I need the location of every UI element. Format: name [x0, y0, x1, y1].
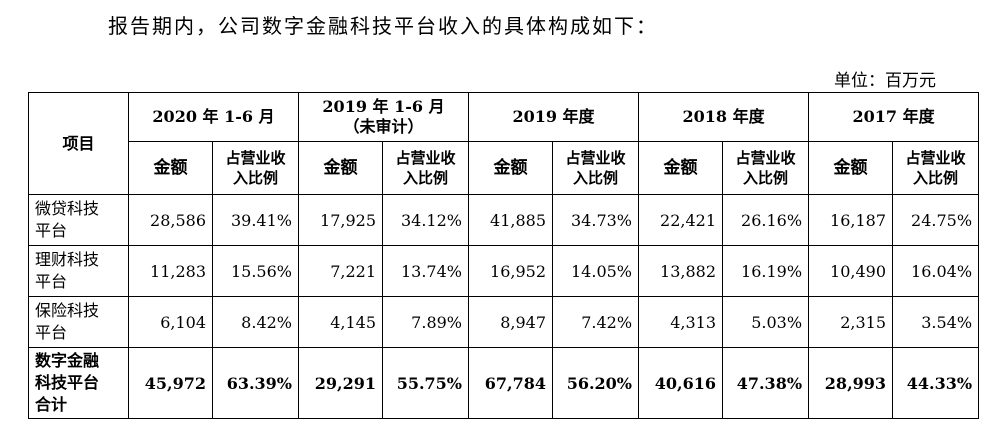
row-label: 数字金融科技平台合计 [28, 347, 129, 419]
ratio-cell: 3.54% [892, 296, 980, 348]
unit-label: 单位：百万元 [834, 71, 936, 91]
period-name: 2019 年 1-6 月 [322, 97, 445, 116]
period-name: 2020 年 1-6 月 [152, 107, 275, 126]
ratio-cell: 16.04% [892, 245, 980, 297]
revenue-table: 项目 2020 年 1-6 月 2019 年 1-6 月 （未审计） 2019 … [28, 92, 980, 419]
amount-cell: 45,972 [128, 347, 213, 419]
amount-header: 金额 [808, 141, 894, 195]
period-header: 2020 年 1-6 月 [128, 92, 299, 142]
ratio-cell: 55.75% [382, 347, 469, 419]
period-header: 2017 年度 [808, 92, 980, 142]
amount-cell: 40,616 [638, 347, 724, 419]
table-row: 理财科技 平台 11,283 15.56% 7,221 13.74% 16,952 14.05… [28, 245, 980, 297]
row-label-line: 保险科技 [35, 301, 100, 320]
ratio-cell: 7.42% [551, 296, 640, 348]
ratio-cell: 56.20% [551, 347, 640, 419]
amount-header: 金额 [298, 141, 383, 195]
ratio-cell: 8.42% [212, 296, 299, 348]
row-label-line: 微贷科技 [35, 199, 100, 218]
amount-cell: 41,885 [468, 194, 553, 246]
ratio-header-line: 入比例 [402, 169, 448, 187]
table-row: 微贷科技 平台 28,586 39.41% 17,925 34.12% 41,885 34.7… [28, 194, 980, 246]
row-label: 微贷科技 平台 [28, 194, 129, 246]
ratio-cell: 7.89% [382, 296, 469, 348]
amount-header: 金额 [468, 141, 553, 195]
item-header: 项目 [28, 92, 129, 195]
ratio-header-line: 入比例 [913, 169, 959, 187]
amount-cell: 10,490 [808, 245, 894, 297]
ratio-cell: 39.41% [212, 194, 299, 246]
period-name: 2017 年度 [852, 107, 935, 126]
period-header: 2018 年度 [638, 92, 810, 142]
ratio-cell: 16.19% [722, 245, 810, 297]
ratio-cell: 13.74% [382, 245, 469, 297]
row-label-line: 科技平台 [35, 373, 100, 392]
ratio-cell: 47.38% [722, 347, 810, 419]
ratio-header-line: 占营业收 [225, 149, 286, 167]
ratio-header-line: 入比例 [573, 169, 619, 187]
ratio-header: 占营业收 入比例 [722, 141, 810, 195]
amount-cell: 17,925 [298, 194, 383, 246]
ratio-cell: 44.33% [892, 347, 980, 419]
period-header: 2019 年 1-6 月 （未审计） [298, 92, 469, 142]
amount-cell: 29,291 [298, 347, 383, 419]
ratio-header-line: 占营业收 [905, 149, 966, 167]
table-row: 保险科技 平台 6,104 8.42% 4,145 7.89% 8,947 7.42% 4,31… [28, 296, 980, 348]
amount-cell: 11,283 [128, 245, 213, 297]
ratio-header: 占营业收 入比例 [551, 141, 640, 195]
ratio-header-line: 占营业收 [565, 149, 626, 167]
ratio-header-line: 占营业收 [395, 149, 456, 167]
row-label: 理财科技 平台 [28, 245, 129, 297]
period-name: 2019 年度 [512, 107, 595, 126]
amount-cell: 7,221 [298, 245, 383, 297]
table-row: 数字金融 科技平台 合计 45,972 63.39% 29,291 55.75% 67,784… [28, 347, 980, 419]
amount-cell: 2,315 [808, 296, 894, 348]
ratio-cell: 5.03% [722, 296, 810, 348]
amount-header: 金额 [638, 141, 724, 195]
ratio-cell: 34.12% [382, 194, 469, 246]
period-note: （未审计） [343, 117, 424, 136]
intro-text: 报告期内，公司数字金融科技平台收入的具体构成如下： [108, 14, 658, 38]
row-label-line: 平台 [35, 221, 68, 240]
row-label-line: 平台 [35, 323, 68, 342]
amount-cell: 8,947 [468, 296, 553, 348]
row-label-line: 理财科技 [35, 250, 100, 269]
period-name: 2018 年度 [682, 107, 765, 126]
ratio-cell: 24.75% [892, 194, 980, 246]
amount-cell: 4,313 [638, 296, 724, 348]
amount-cell: 22,421 [638, 194, 724, 246]
row-label-line: 数字金融 [35, 351, 100, 370]
ratio-header-line: 入比例 [232, 169, 278, 187]
amount-cell: 28,586 [128, 194, 213, 246]
amount-cell: 16,952 [468, 245, 553, 297]
ratio-cell: 63.39% [212, 347, 299, 419]
ratio-header-line: 入比例 [743, 169, 789, 187]
ratio-header: 占营业收 入比例 [382, 141, 469, 195]
ratio-header: 占营业收 入比例 [212, 141, 299, 195]
ratio-cell: 15.56% [212, 245, 299, 297]
amount-cell: 67,784 [468, 347, 553, 419]
period-header: 2019 年度 [467, 92, 640, 142]
ratio-cell: 14.05% [551, 245, 640, 297]
row-label-line: 平台 [35, 272, 68, 291]
amount-header: 金额 [128, 141, 213, 195]
amount-cell: 6,104 [128, 296, 213, 348]
ratio-cell: 34.73% [551, 194, 640, 246]
amount-cell: 4,145 [298, 296, 383, 348]
row-label-line: 合计 [35, 395, 68, 414]
ratio-header: 占营业收 入比例 [892, 141, 980, 195]
ratio-header-line: 占营业收 [735, 149, 796, 167]
amount-cell: 13,882 [638, 245, 724, 297]
row-label: 保险科技 平台 [28, 296, 129, 348]
amount-cell: 16,187 [808, 194, 894, 246]
amount-cell: 28,993 [808, 347, 894, 419]
ratio-cell: 26.16% [722, 194, 810, 246]
